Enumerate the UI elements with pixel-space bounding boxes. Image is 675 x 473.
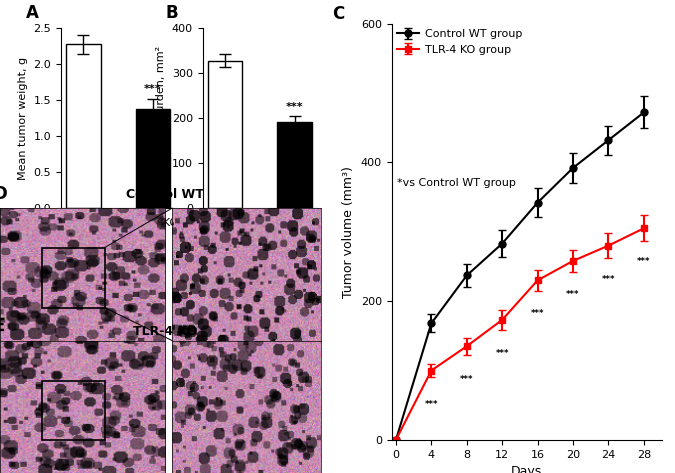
Bar [42,381,105,440]
Text: ***: *** [425,400,438,409]
Bar [66,44,101,208]
Bar [208,61,242,208]
Text: D: D [0,185,7,203]
Y-axis label: Tumor volume (mm³): Tumor volume (mm³) [342,166,355,298]
Text: A: A [26,4,39,22]
Text: B: B [166,4,178,22]
Text: *vs Control WT group: *vs Control WT group [397,178,516,188]
Text: Control WT: Control WT [126,188,205,201]
Bar [42,248,105,308]
Text: ***: *** [566,290,580,299]
Text: ***: *** [286,102,304,112]
Legend: Control WT group, TLR-4 KO group: Control WT group, TLR-4 KO group [397,29,522,55]
Text: E: E [0,317,5,335]
Bar [277,122,312,208]
Text: C: C [332,6,344,24]
Y-axis label: Mean tumor burden, mm²: Mean tumor burden, mm² [156,46,166,190]
Text: ***: *** [144,84,162,94]
Text: ***: *** [601,275,615,284]
Bar [136,109,170,208]
Text: ***: *** [637,257,651,266]
Y-axis label: Mean tumor weight, g: Mean tumor weight, g [18,57,28,180]
Text: ***: *** [460,376,473,385]
Text: TLR-4 KO: TLR-4 KO [133,325,198,338]
Text: ***: *** [495,349,509,358]
Text: ***: *** [531,309,544,318]
X-axis label: Days: Days [511,465,542,473]
